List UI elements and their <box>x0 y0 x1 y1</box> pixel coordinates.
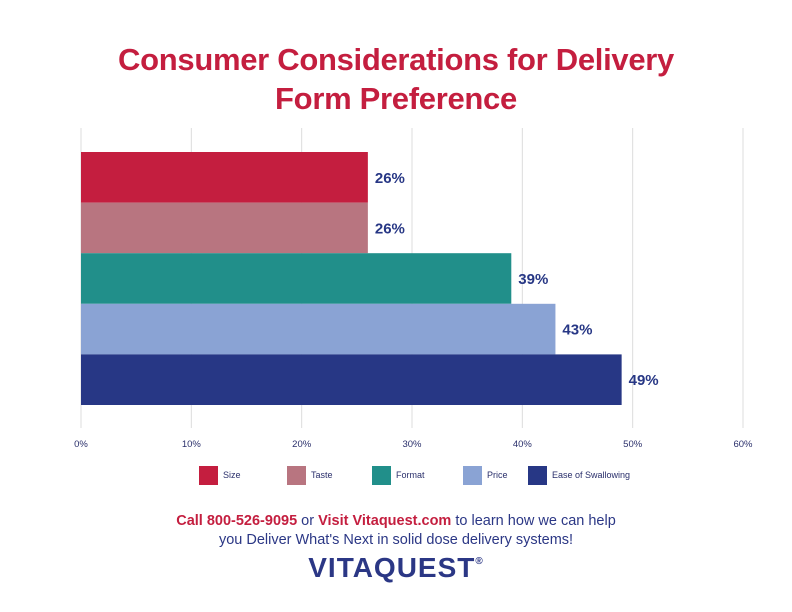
data-label: 43% <box>562 322 592 339</box>
chart-title: Consumer Considerations for Delivery For… <box>0 40 792 118</box>
x-tick-label: 40% <box>513 439 533 450</box>
bar-price <box>81 303 556 355</box>
footer-or: or <box>297 513 319 529</box>
x-tick-label: 0% <box>74 439 88 450</box>
footer-rest: to learn how we can help <box>451 513 616 529</box>
chart-title-line2: Form Preference <box>275 81 517 116</box>
data-label: 26% <box>375 220 405 237</box>
legend-swatch <box>463 465 482 485</box>
bar-size <box>81 152 368 203</box>
bar-ease-of-swallowing <box>81 354 622 405</box>
x-tick-label: 10% <box>182 439 202 450</box>
legend-swatch <box>372 465 391 485</box>
legend-item: Taste <box>287 464 333 486</box>
legend-label: Ease of Swallowing <box>552 470 631 480</box>
chart-title-line1: Consumer Considerations for Delivery <box>118 42 674 77</box>
vitaquest-logo: VITAQUEST® <box>0 552 792 584</box>
footer-line2: you Deliver What's Next in solid dose de… <box>218 532 574 548</box>
chart-legend: Size Taste Format Price Ease of Swallowing <box>0 464 792 488</box>
bar-format <box>81 253 512 304</box>
legend-item: Ease of Swallowing <box>528 464 630 486</box>
x-tick-label: 30% <box>402 439 422 450</box>
legend-label: Taste <box>311 470 333 480</box>
legend-item: Format <box>372 464 425 486</box>
footer-text: Call 800-526-9095 or Visit Vitaquest.com… <box>0 512 792 550</box>
legend-label: Size <box>223 470 241 480</box>
legend-swatch <box>528 465 547 485</box>
legend-label: Format <box>396 470 425 480</box>
x-tick-label: 60% <box>733 439 753 450</box>
website-link[interactable]: Visit Vitaquest.com <box>318 513 452 529</box>
legend-item: Size <box>199 464 241 486</box>
x-tick-label: 20% <box>292 439 312 450</box>
logo-text: VITAQUEST <box>308 552 476 583</box>
bar-chart: 0% 10% 20% 30% 40% 50% 60% 26% 26% 39% 43% 49% <box>74 128 753 450</box>
bar-taste <box>81 202 368 254</box>
data-label: 39% <box>518 271 548 288</box>
data-label: 49% <box>629 372 659 389</box>
legend-item: Price <box>463 464 508 486</box>
x-tick-label: 50% <box>623 439 643 450</box>
phone-link[interactable]: Call 800-526-9095 <box>176 513 298 529</box>
legend-label: Price <box>487 470 508 480</box>
data-label: 26% <box>375 170 405 187</box>
legend-swatch <box>199 465 218 485</box>
legend-swatch <box>287 465 306 485</box>
logo-registered-mark: ® <box>475 556 484 567</box>
